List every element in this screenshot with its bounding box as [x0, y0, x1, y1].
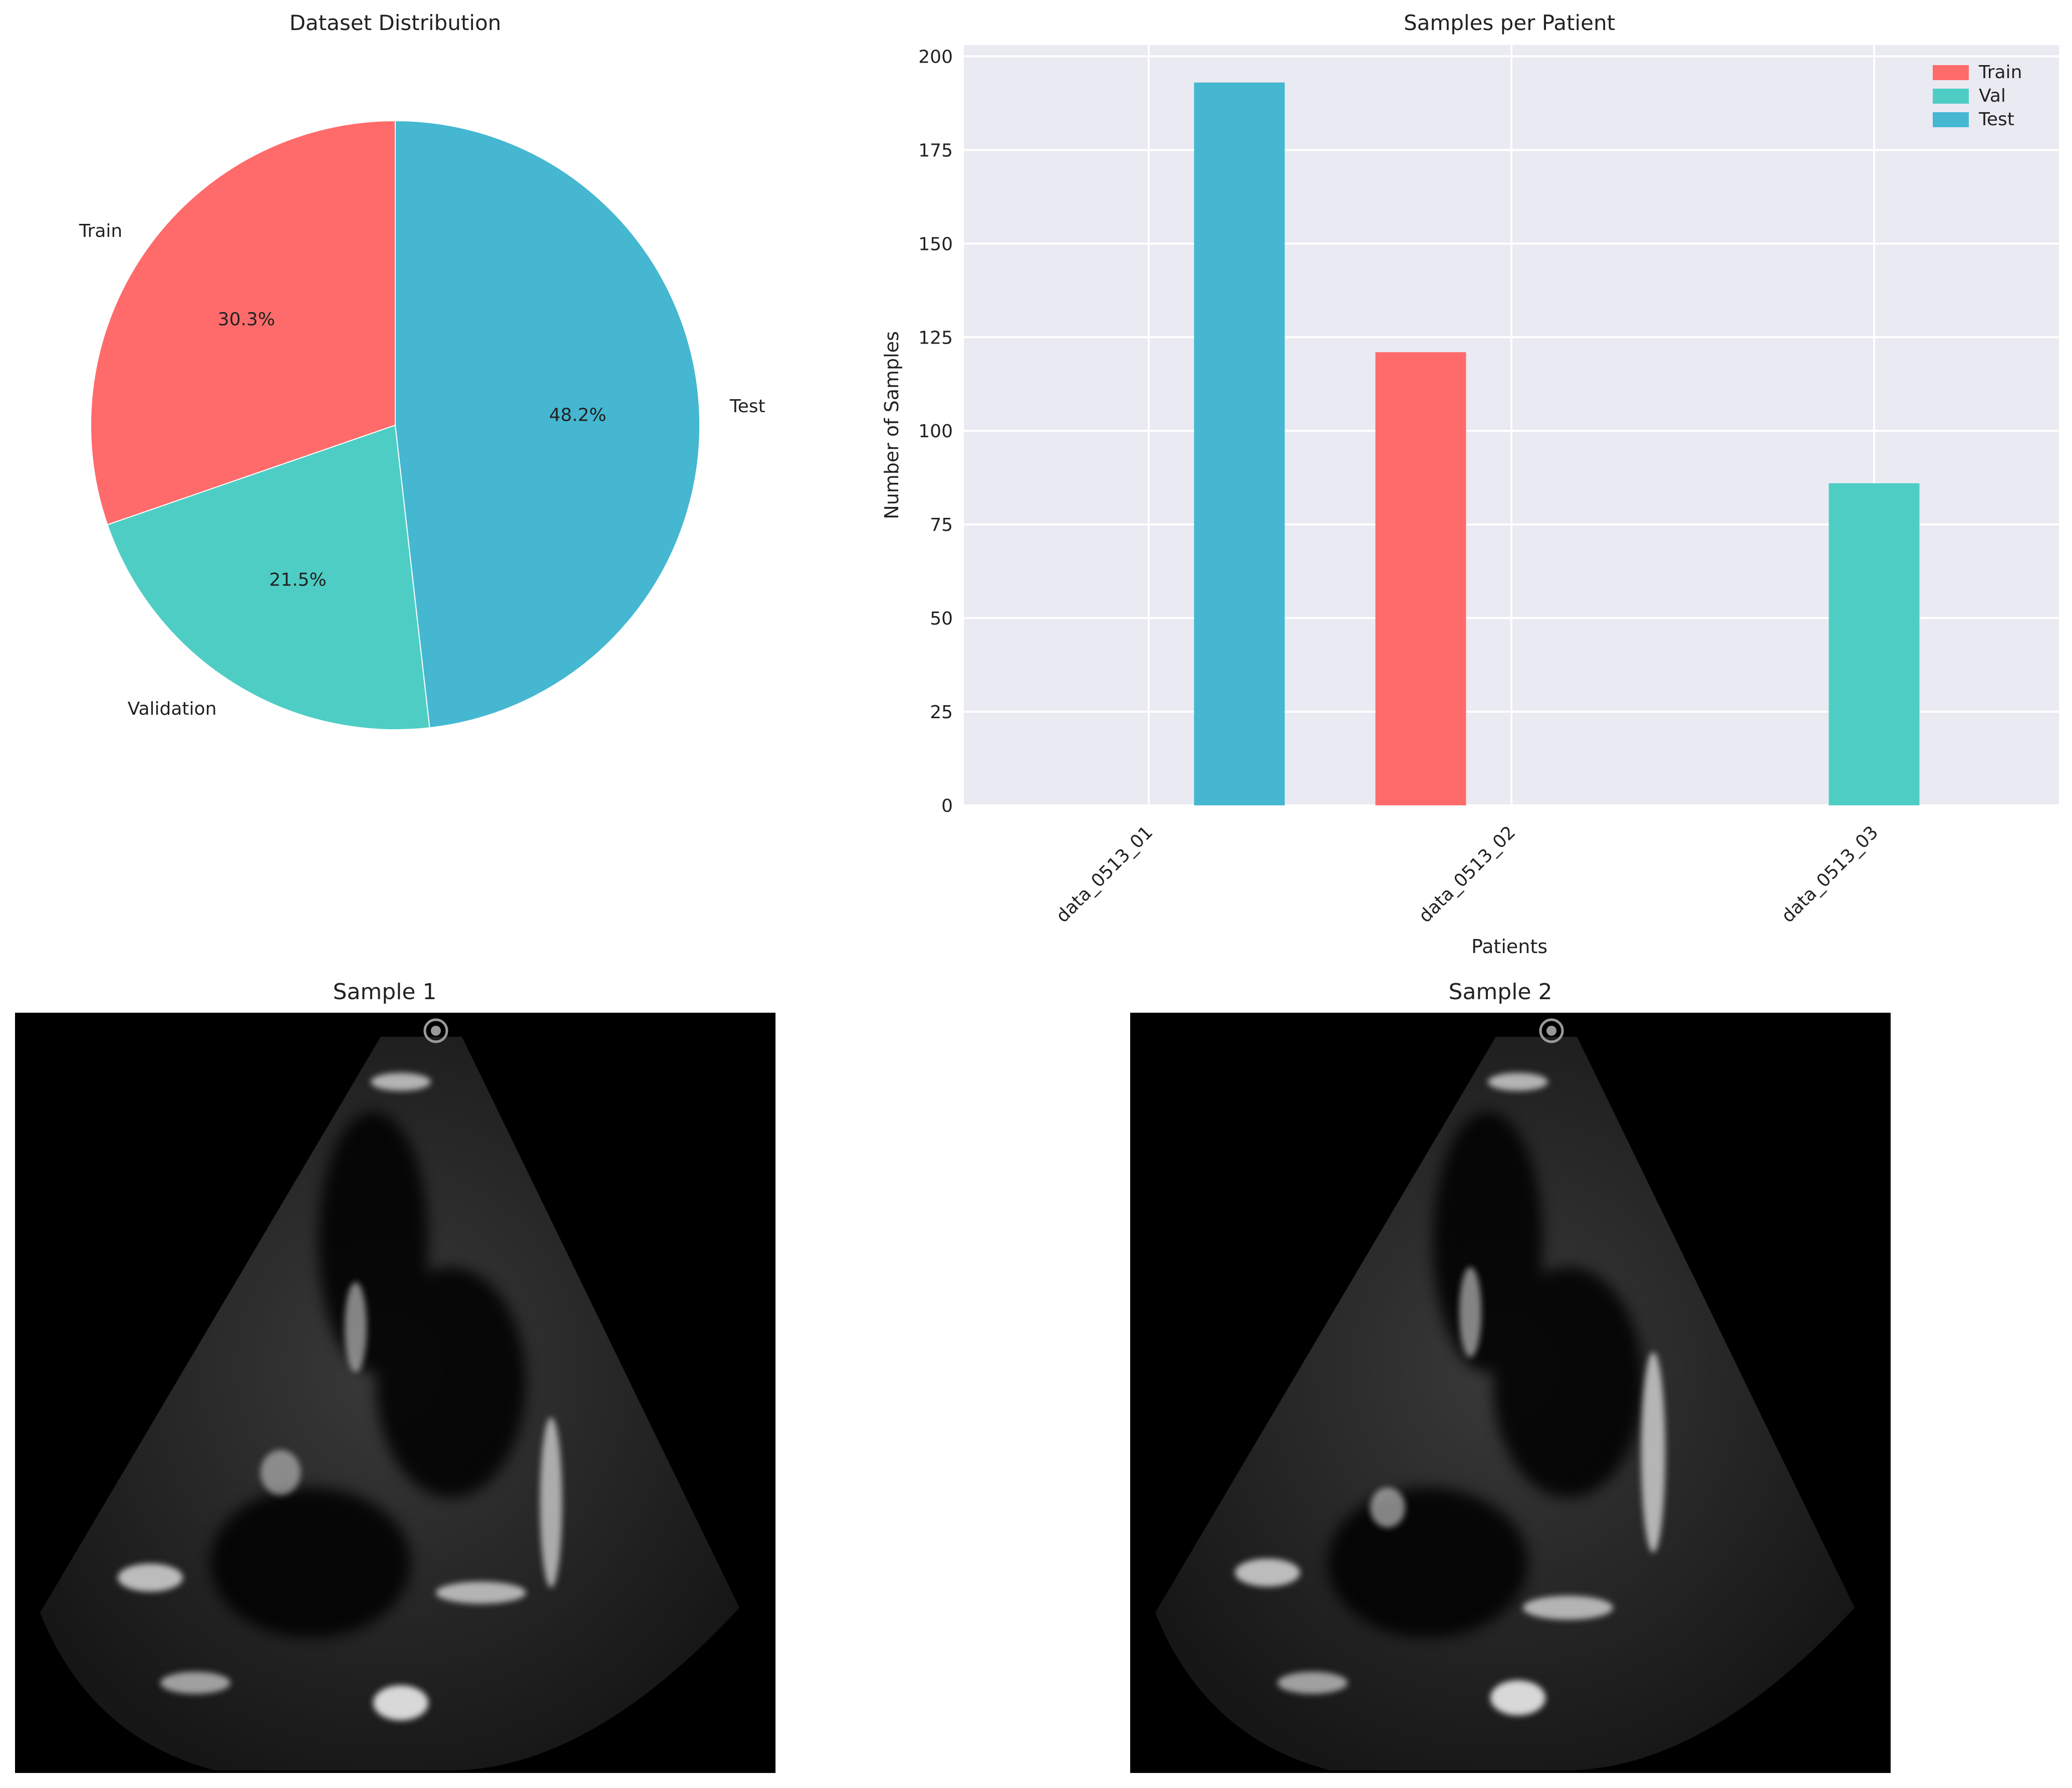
x-tick-label: data_0513_01	[1052, 822, 1157, 927]
x-tick-label: data_0513_02	[1415, 822, 1519, 927]
legend-label-train: Train	[1978, 62, 2022, 83]
y-tick-label: 25	[930, 702, 953, 723]
bar-chart: Samples per Patient 0 25 50 75 100 125 150 175 2…	[881, 11, 2059, 958]
bar-train-data_0513_02	[1375, 352, 1466, 805]
pie-pct-train: 30.3%	[218, 309, 275, 330]
legend-swatch-val	[1933, 89, 1969, 104]
pie-pct-validation: 21.5%	[269, 570, 326, 590]
bar-legend: Train Val Test	[1933, 62, 2022, 130]
sample-2-panel: Sample 2	[1130, 979, 1891, 1773]
legend-swatch-test	[1933, 112, 1969, 127]
y-tick-label: 150	[918, 234, 953, 254]
pie-label-validation: Validation	[128, 699, 217, 719]
y-tick-label: 200	[918, 47, 953, 67]
pie-title: Dataset Distribution	[290, 11, 501, 35]
legend-label-val: Val	[1979, 86, 2006, 106]
legend-label-test: Test	[1978, 109, 2014, 130]
pie-label-train: Train	[79, 221, 122, 241]
y-tick-label: 100	[918, 421, 953, 442]
bar-ylabel: Number of Samples	[881, 331, 903, 519]
sample-1-panel: Sample 1	[15, 979, 775, 1773]
bar-title: Samples per Patient	[1404, 11, 1615, 35]
pie-slice-train	[90, 120, 396, 526]
pie-slices	[90, 120, 701, 730]
pie-chart: Dataset Distribution Train 30.3% Validatio…	[79, 11, 765, 730]
pie-pct-test: 48.2%	[549, 405, 606, 425]
sample-2-title: Sample 2	[1449, 979, 1552, 1005]
y-tick-label: 175	[918, 140, 953, 161]
bar-x-ticks: data_0513_01 data_0513_02 data_0513_03	[1052, 822, 1882, 927]
y-tick-label: 75	[930, 515, 953, 535]
sample-2-image	[1130, 1013, 1891, 1773]
bar-val-data_0513_03	[1829, 483, 1920, 805]
bar-test-data_0513_01	[1194, 82, 1285, 805]
sample-1-image	[15, 1013, 775, 1773]
bar-xlabel: Patients	[1471, 936, 1547, 958]
sample-1-title: Sample 1	[333, 979, 437, 1005]
y-tick-label: 0	[941, 796, 953, 816]
pie-slice-validation	[107, 424, 430, 730]
pie-label-test: Test	[729, 396, 765, 417]
bar-bars	[1194, 82, 1920, 805]
y-tick-label: 125	[918, 328, 953, 348]
legend-swatch-train	[1933, 65, 1969, 80]
pie-slice-test	[395, 120, 701, 729]
bar-y-ticks: 0 25 50 75 100 125 150 175 200	[918, 47, 953, 816]
pie-labels: Train 30.3% Validation 21.5% Test 48.2%	[79, 221, 765, 719]
x-tick-label: data_0513_03	[1777, 822, 1882, 927]
y-tick-label: 50	[930, 609, 953, 629]
